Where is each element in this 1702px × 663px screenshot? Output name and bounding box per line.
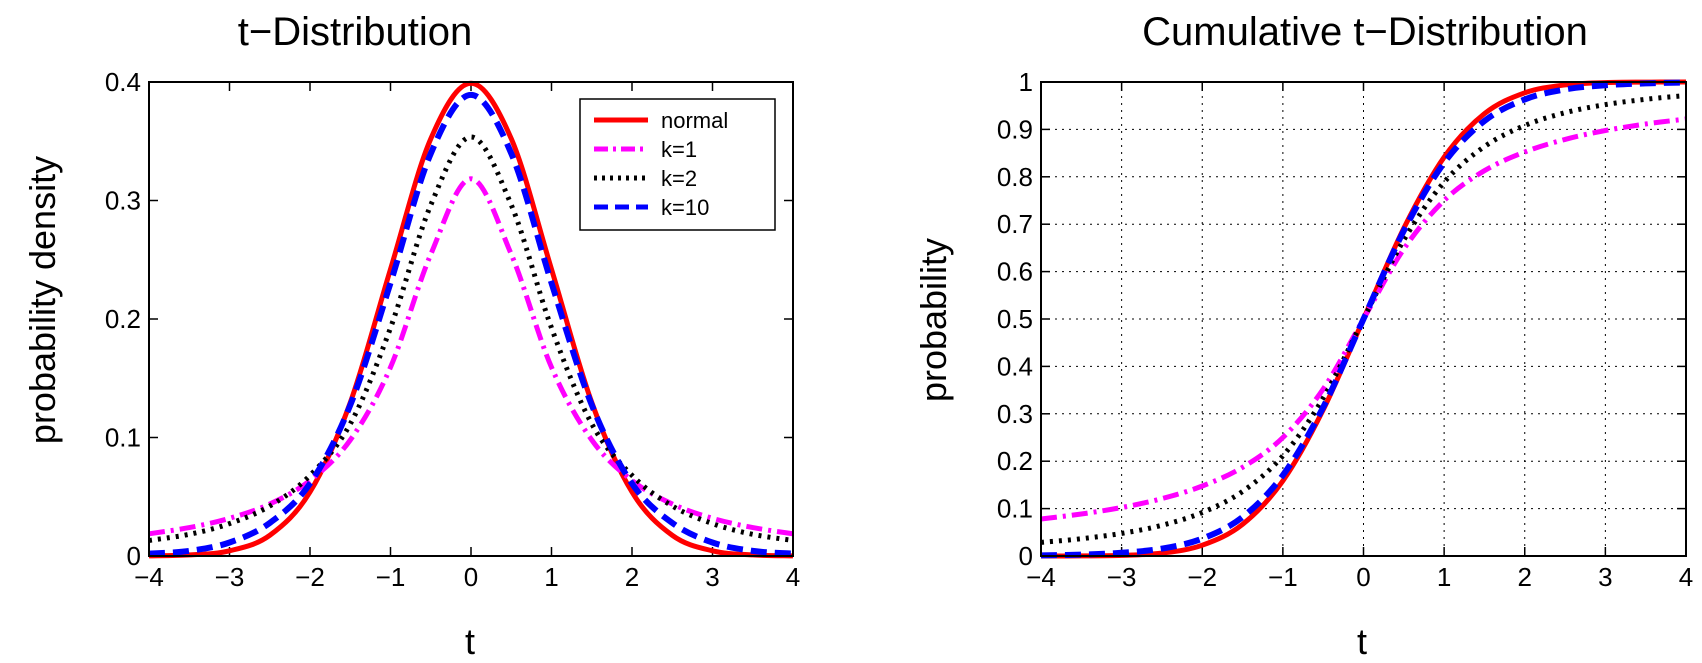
chart-left: t−Distribution t probability density −4−…	[22, 10, 800, 662]
x-tick-label: −3	[1107, 562, 1137, 592]
y-tick-label: 0.5	[997, 304, 1033, 334]
series-line-k1	[148, 176, 794, 537]
legend-label: k=2	[661, 166, 697, 191]
y-axis-label: probability	[913, 238, 954, 402]
x-tick-label: 1	[544, 562, 558, 592]
y-tick-label: 0	[1019, 541, 1033, 571]
chart-right: Cumulative t−Distribution t probability …	[913, 10, 1693, 662]
x-tick-label: −1	[1268, 562, 1298, 592]
x-axis-label: t	[1357, 621, 1367, 662]
legend: normal k=1 k=2 k=10	[579, 98, 776, 231]
chart-title: t−Distribution	[238, 10, 473, 54]
x-tick-label: −4	[134, 562, 164, 592]
y-tick-label: 0.4	[997, 351, 1033, 381]
y-tick-label: 0	[127, 541, 141, 571]
y-tick-label: 0.3	[997, 399, 1033, 429]
grid	[1041, 82, 1686, 556]
x-tick-label: −4	[1026, 562, 1056, 592]
x-tick-label: 3	[1598, 562, 1612, 592]
legend-label: normal	[661, 108, 728, 133]
y-tick-label: 0.3	[105, 186, 141, 216]
y-tick-label: 0.8	[997, 162, 1033, 192]
series-line-k2	[148, 134, 794, 543]
y-tick-label: 0.9	[997, 114, 1033, 144]
y-tick-label: 1	[1019, 67, 1033, 97]
legend-entry-normal: normal	[594, 108, 728, 133]
legend-entry-k2: k=2	[594, 166, 697, 191]
x-tick-label: 0	[464, 562, 478, 592]
y-tick-label: 0.2	[997, 446, 1033, 476]
x-tick-label: 0	[1356, 562, 1370, 592]
series-layer	[1040, 79, 1687, 559]
series-layer	[148, 80, 794, 559]
x-axis-label: t	[465, 621, 475, 662]
x-tick-label: −2	[295, 562, 325, 592]
plot-frame	[148, 81, 794, 557]
x-tick-label: −2	[1187, 562, 1217, 592]
legend-entry-k1: k=1	[594, 137, 697, 162]
series-line-normal	[148, 80, 794, 559]
x-tick-label: 1	[1437, 562, 1451, 592]
y-tick-label: 0.2	[105, 304, 141, 334]
x-tick-label: 2	[625, 562, 639, 592]
y-tick-label: 0.1	[997, 494, 1033, 524]
chart-title: Cumulative t−Distribution	[1142, 10, 1588, 54]
plot-frame	[1040, 81, 1687, 557]
x-tick-label: 3	[705, 562, 719, 592]
series-line-k10	[148, 91, 794, 557]
legend-label: k=10	[661, 195, 709, 220]
y-tick-label: 0.7	[997, 209, 1033, 239]
y-tick-label: 0.4	[105, 67, 141, 97]
ticks: −4 −3 −2 −1 0 1 2 3 4 0 0.1 0.2 0.3 0.4	[105, 67, 800, 592]
x-tick-label: 2	[1518, 562, 1532, 592]
legend-label: k=1	[661, 137, 697, 162]
legend-entry-k10: k=10	[594, 195, 709, 220]
y-axis-label: probability density	[22, 156, 63, 444]
x-tick-label: −1	[376, 562, 406, 592]
x-tick-label: 4	[786, 562, 800, 592]
x-tick-label: 4	[1679, 562, 1693, 592]
x-tick-label: −3	[215, 562, 245, 592]
y-tick-label: 0.6	[997, 257, 1033, 287]
y-tick-label: 0.1	[105, 423, 141, 453]
ticks: −4 −3 −2 −1 0 1 2 3 4 0 0.1 0.2 0.3 0.4 0.5 0.6 0.7 0.8 0.…	[997, 67, 1693, 592]
series-line-k10	[1040, 79, 1687, 559]
